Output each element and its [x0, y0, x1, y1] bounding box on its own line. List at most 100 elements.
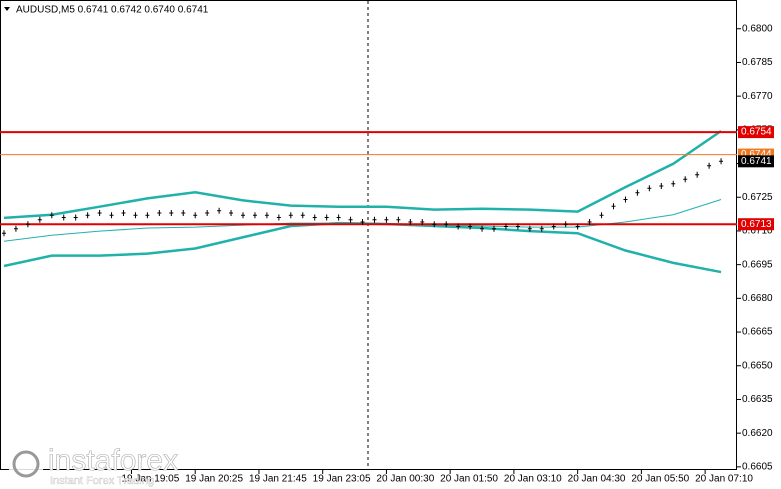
price-bar: [611, 203, 616, 210]
watermark-tagline: Instant Forex Trading: [50, 475, 154, 487]
y-tick-label: 0.6695: [742, 259, 773, 270]
price-bar: [659, 183, 664, 190]
price-bar: [205, 209, 210, 216]
price-bar: [109, 212, 114, 219]
level-label: 0.6713: [741, 219, 772, 230]
y-tick-label: 0.6605: [742, 461, 773, 472]
price-bar: [683, 176, 688, 183]
price-bar: [181, 209, 186, 216]
price-bar: [157, 209, 162, 216]
logo-ring: [12, 450, 40, 478]
price-bar: [241, 212, 246, 219]
y-tick-label: 0.6665: [742, 327, 773, 338]
price-bar: [97, 209, 102, 216]
price-bar: [503, 223, 508, 230]
price-bar: [468, 223, 473, 230]
price-bar: [635, 189, 640, 196]
price-bar: [85, 212, 90, 219]
price-bar: [73, 214, 78, 221]
price-bar: [217, 207, 222, 214]
watermark: instaforex Instant Forex Trading: [8, 444, 178, 487]
x-tick-label: 20 Jan 03:10: [504, 474, 562, 485]
price-bar: [599, 212, 604, 219]
level-tag: [738, 218, 774, 231]
price-bar: [145, 212, 150, 219]
price-bar: [420, 218, 425, 225]
x-tick-label: 20 Jan 01:50: [440, 474, 498, 485]
price-bar: [384, 216, 389, 223]
y-tick-label: 0.6650: [742, 360, 773, 371]
price-bar: [13, 225, 18, 232]
price-bar: [1, 230, 6, 237]
price-bar: [312, 214, 317, 221]
price-bar: [264, 212, 269, 219]
price-bar: [707, 162, 712, 169]
price-bar: [623, 196, 628, 203]
price-bar: [360, 218, 365, 225]
price-bar: [480, 225, 485, 232]
price-label: 0.6741: [741, 156, 772, 167]
price-bar: [61, 214, 66, 221]
price-bar: [563, 221, 568, 228]
x-tick-label: 20 Jan 05:50: [631, 474, 689, 485]
level-label: 0.6754: [741, 127, 772, 138]
price-bar: [719, 158, 724, 165]
price-bar: [372, 216, 377, 223]
price-bar: [551, 223, 556, 230]
price-bar: [276, 214, 281, 221]
price-bar: [288, 212, 293, 219]
price-bar: [491, 225, 496, 232]
y-tick-label: 0.6710: [742, 226, 773, 237]
y-tick-label: 0.6620: [742, 428, 773, 439]
price-bar: [25, 221, 30, 228]
price-bar: [121, 209, 126, 216]
price-bar: [587, 218, 592, 225]
price-bar: [396, 216, 401, 223]
price-bar: [527, 225, 532, 232]
x-tick-label: 19 Jan 23:05: [313, 474, 371, 485]
y-tick-label: 0.6635: [742, 394, 773, 405]
price-bar: [252, 212, 257, 219]
price-bar: [408, 218, 413, 225]
y-tick-label: 0.6800: [742, 23, 773, 34]
price-bar: [671, 180, 676, 187]
y-tick-label: 0.6785: [742, 57, 773, 68]
price-bar: [432, 221, 437, 228]
price-bar: [575, 223, 580, 230]
x-tick-label: 19 Jan 21:45: [249, 474, 307, 485]
x-tick-label: 19 Jan 20:25: [185, 474, 243, 485]
price-bar: [324, 214, 329, 221]
price-bar: [336, 214, 341, 221]
y-tick-label: 0.6725: [742, 192, 773, 203]
x-tick-label: 19 Jan 19:05: [121, 474, 179, 485]
plot-frame: [0, 0, 737, 470]
price-bar: [348, 216, 353, 223]
x-tick-label: 20 Jan 07:10: [695, 474, 753, 485]
price-bar: [444, 221, 449, 228]
price-bar: [193, 212, 198, 219]
price-bar: [695, 171, 700, 178]
price-bar: [515, 223, 520, 230]
price-bar: [49, 212, 54, 219]
price-bar: [300, 212, 305, 219]
y-tick-label: 0.6770: [742, 91, 773, 102]
price-bar: [456, 223, 461, 230]
price-bar: [647, 185, 652, 192]
x-tick-label: 20 Jan 00:30: [376, 474, 434, 485]
x-tick-label: 20 Jan 04:30: [568, 474, 626, 485]
price-bar: [539, 225, 544, 232]
watermark-brand: instaforex: [48, 444, 178, 477]
price-bar: [229, 209, 234, 216]
price-bar: [133, 212, 138, 219]
price-bar: [37, 216, 42, 223]
price-tag: [738, 155, 774, 168]
chart-title: AUDUSD,M5 0.6741 0.6742 0.6740 0.6741: [16, 5, 209, 16]
level-label: 0.6744: [741, 149, 772, 160]
level-tag: [738, 126, 774, 139]
y-tick-label: 0.6680: [742, 293, 773, 304]
price-bar: [169, 209, 174, 216]
title-arrow: [4, 7, 10, 11]
band-line: [3, 129, 722, 220]
